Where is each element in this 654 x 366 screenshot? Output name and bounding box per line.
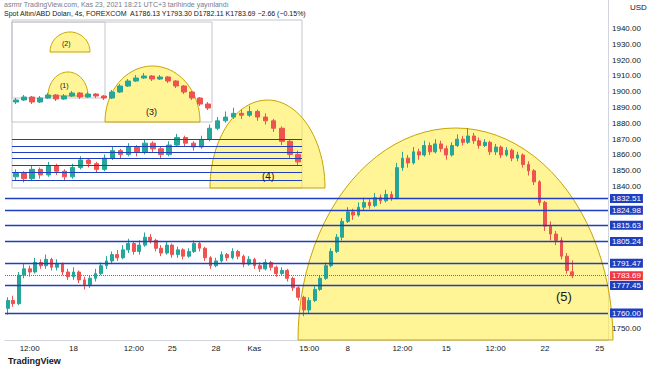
svg-text:12:00: 12:00 xyxy=(124,344,145,353)
svg-text:1815.63: 1815.63 xyxy=(612,221,641,230)
svg-text:12:00: 12:00 xyxy=(392,344,413,353)
svg-text:1783.69: 1783.69 xyxy=(612,271,641,280)
svg-text:1750.00: 1750.00 xyxy=(612,324,641,333)
svg-text:1870.00: 1870.00 xyxy=(612,135,641,144)
svg-text:22: 22 xyxy=(541,344,550,353)
svg-text:TradingView: TradingView xyxy=(8,356,62,366)
svg-text:Spot Altın/ABD Doları, 4s, FOR: Spot Altın/ABD Doları, 4s, FOREXCOM A178… xyxy=(4,10,306,18)
svg-text:1840.00: 1840.00 xyxy=(612,182,641,191)
svg-text:(2): (2) xyxy=(62,40,71,48)
svg-text:1910.00: 1910.00 xyxy=(612,71,641,80)
svg-text:USD: USD xyxy=(630,3,647,12)
svg-text:25: 25 xyxy=(168,344,177,353)
svg-text:1920.00: 1920.00 xyxy=(612,56,641,65)
svg-text:(1): (1) xyxy=(60,82,69,90)
svg-text:(4): (4) xyxy=(262,171,274,182)
svg-text:15:00: 15:00 xyxy=(299,344,320,353)
svg-text:28: 28 xyxy=(212,344,221,353)
svg-text:1860.00: 1860.00 xyxy=(612,150,641,159)
svg-text:Kas: Kas xyxy=(248,344,262,353)
svg-text:25: 25 xyxy=(595,344,604,353)
svg-text:1890.00: 1890.00 xyxy=(612,103,641,112)
svg-text:1791.47: 1791.47 xyxy=(612,259,641,268)
svg-text:1940.00: 1940.00 xyxy=(612,24,641,33)
svg-text:1832.51: 1832.51 xyxy=(612,194,641,203)
svg-text:18: 18 xyxy=(69,344,78,353)
svg-text:1777.45: 1777.45 xyxy=(612,281,641,290)
svg-text:1850.00: 1850.00 xyxy=(612,166,641,175)
svg-text:15: 15 xyxy=(442,344,451,353)
svg-text:(5): (5) xyxy=(556,289,572,304)
svg-text:1824.98: 1824.98 xyxy=(612,206,641,215)
svg-text:1880.00: 1880.00 xyxy=(612,119,641,128)
svg-text:1930.00: 1930.00 xyxy=(612,40,641,49)
svg-text:1805.24: 1805.24 xyxy=(612,237,641,246)
svg-text:asrmr TradingView.com, Kas 23,: asrmr TradingView.com, Kas 23, 2021 18:2… xyxy=(4,1,229,9)
svg-text:1900.00: 1900.00 xyxy=(612,87,641,96)
svg-text:8: 8 xyxy=(345,344,350,353)
svg-text:(3): (3) xyxy=(146,107,157,117)
svg-text:1760.00: 1760.00 xyxy=(612,309,641,318)
svg-text:12:00: 12:00 xyxy=(20,344,41,353)
svg-text:12:00: 12:00 xyxy=(486,344,507,353)
